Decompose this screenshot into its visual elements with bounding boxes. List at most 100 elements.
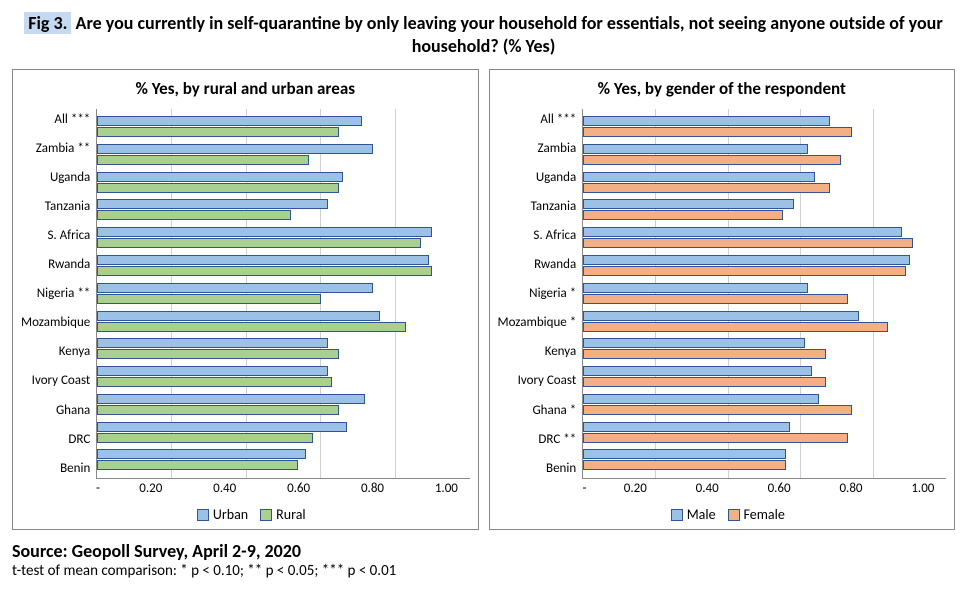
bar-rural	[97, 266, 432, 276]
legend-label: Female	[744, 506, 785, 523]
note-line: t-test of mean comparison: * p < 0.10; *…	[12, 562, 955, 580]
source-line: Source: Geopoll Survey, April 2-9, 2020	[12, 540, 955, 562]
bar-male	[583, 311, 859, 321]
bar-group	[97, 144, 469, 165]
bar-rural	[97, 127, 339, 137]
x-tick-label: 0.20	[139, 481, 162, 496]
bar-group	[583, 116, 946, 137]
bar-female	[583, 460, 786, 470]
x-tick-label: 0.80	[839, 481, 862, 496]
category-label: DRC	[21, 433, 90, 446]
right-y-labels: All ***ZambiaUgandaTanzaniaS. AfricaRwan…	[498, 109, 583, 479]
bar-urban	[97, 144, 372, 154]
bar-group	[583, 199, 946, 220]
right-legend: Male Female	[498, 506, 947, 523]
right-panel-title: % Yes, by gender of the respondent	[498, 78, 947, 99]
x-tick-label: 1.00	[435, 481, 458, 496]
category-label: Ivory Coast	[498, 374, 577, 387]
x-tick-label: 0.60	[768, 481, 791, 496]
bar-group	[583, 172, 946, 193]
left-panel-title: % Yes, by rural and urban areas	[21, 78, 470, 99]
category-label: Zambia	[498, 142, 577, 155]
bar-female	[583, 155, 841, 165]
right-chart: All ***ZambiaUgandaTanzaniaS. AfricaRwan…	[498, 109, 947, 479]
bar-group	[97, 394, 469, 415]
bar-group	[583, 311, 946, 332]
left-panel: % Yes, by rural and urban areas All ***Z…	[12, 69, 479, 530]
bar-group	[97, 449, 469, 470]
bar-male	[583, 366, 812, 376]
bar-urban	[97, 366, 328, 376]
bar-group	[97, 338, 469, 359]
left-x-axis: -0.200.400.600.801.00	[21, 481, 470, 496]
x-tick-label: 1.00	[911, 481, 934, 496]
bar-urban	[97, 422, 346, 432]
bar-rural	[97, 322, 406, 332]
category-label: DRC **	[498, 433, 577, 446]
bar-group	[583, 394, 946, 415]
bar-rural	[97, 433, 313, 443]
category-label: Ghana *	[498, 404, 577, 417]
category-label: Ghana	[21, 404, 90, 417]
bar-rural	[97, 377, 331, 387]
category-label: Zambia **	[21, 142, 90, 155]
category-label: Uganda	[21, 171, 90, 184]
bar-group	[583, 338, 946, 359]
bar-urban	[97, 172, 343, 182]
left-x-ticks: -0.200.400.600.801.00	[96, 481, 470, 496]
legend-swatch	[671, 509, 683, 521]
figure-title-text: Are you currently in self-quarantine by …	[71, 12, 942, 57]
bar-group	[97, 255, 469, 276]
category-label: All ***	[498, 113, 577, 126]
figure-label: Fig 3.	[24, 12, 71, 34]
bar-group	[97, 311, 469, 332]
bar-rural	[97, 155, 309, 165]
bar-male	[583, 172, 815, 182]
bar-group	[97, 172, 469, 193]
right-panel: % Yes, by gender of the respondent All *…	[489, 69, 956, 530]
bar-male	[583, 227, 902, 237]
bar-female	[583, 210, 783, 220]
category-label: Ivory Coast	[21, 374, 90, 387]
bar-group	[583, 283, 946, 304]
bar-group	[583, 366, 946, 387]
x-tick-label: 0.40	[213, 481, 236, 496]
bar-male	[583, 338, 804, 348]
bar-urban	[97, 394, 365, 404]
left-legend: UrbanRural	[21, 506, 470, 523]
bar-group	[583, 449, 946, 470]
x-tick-label: -	[96, 481, 100, 496]
bar-group	[583, 227, 946, 248]
bar-rural	[97, 238, 421, 248]
bar-group	[97, 366, 469, 387]
bar-urban	[97, 311, 380, 321]
bar-male	[583, 449, 786, 459]
category-label: Tanzania	[498, 200, 577, 213]
bar-female	[583, 377, 826, 387]
category-label: Rwanda	[21, 258, 90, 271]
bar-female	[583, 238, 913, 248]
bar-rural	[97, 460, 298, 470]
bar-group	[97, 116, 469, 137]
figure-title: Fig 3. Are you currently in self-quarant…	[12, 12, 955, 59]
x-tick-label: 0.20	[624, 481, 647, 496]
category-label: Mozambique	[21, 316, 90, 329]
right-x-ticks: -0.200.400.600.801.00	[583, 481, 947, 496]
legend-label: Male	[687, 506, 716, 523]
category-label: S. Africa	[21, 229, 90, 242]
bar-group	[583, 422, 946, 443]
bar-group	[97, 283, 469, 304]
legend-label: Rural	[276, 506, 305, 523]
bar-female	[583, 322, 888, 332]
bar-rural	[97, 405, 339, 415]
category-label: Mozambique *	[498, 316, 577, 329]
bar-urban	[97, 199, 328, 209]
legend-swatch	[260, 509, 272, 521]
category-label: Rwanda	[498, 258, 577, 271]
category-label: Uganda	[498, 171, 577, 184]
bar-group	[97, 227, 469, 248]
bar-urban	[97, 283, 372, 293]
bar-urban	[97, 449, 305, 459]
bar-male	[583, 255, 910, 265]
bar-male	[583, 116, 830, 126]
